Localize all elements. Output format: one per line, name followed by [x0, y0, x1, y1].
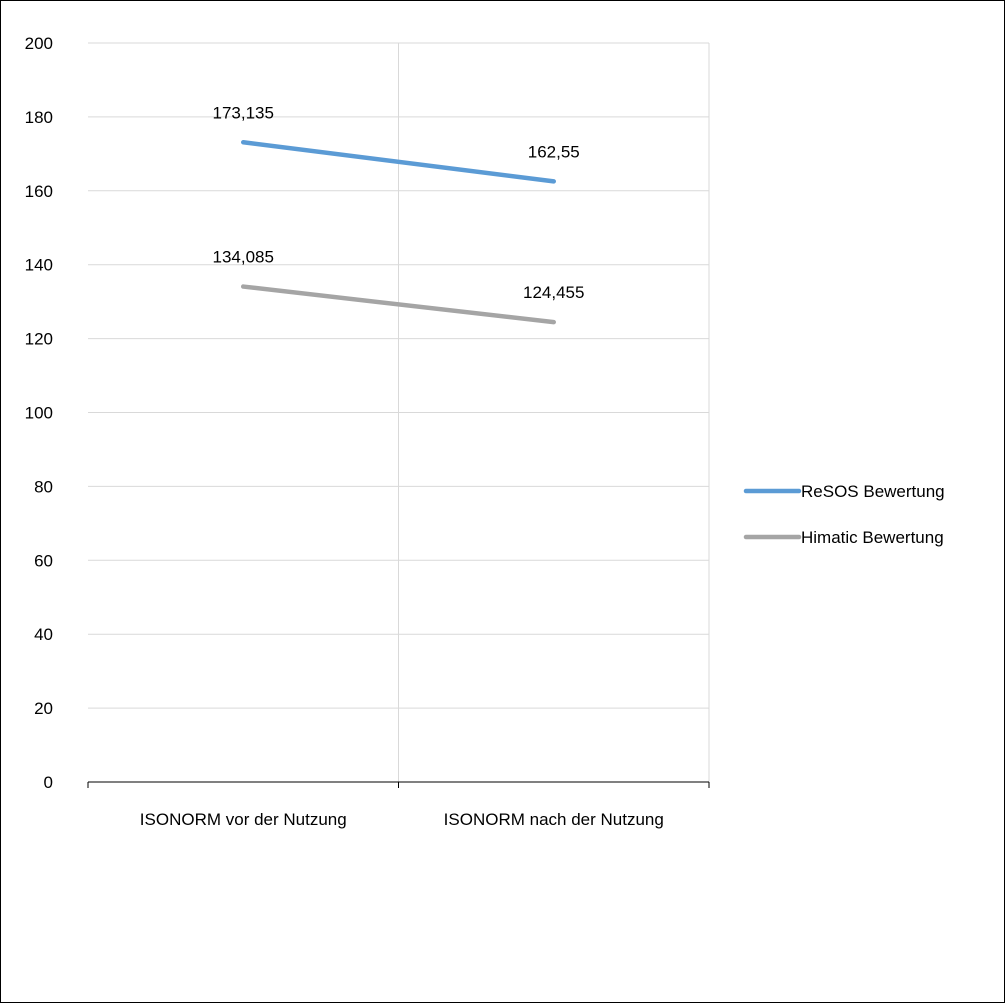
y-tick-label: 0	[44, 773, 53, 792]
data-label: 173,135	[213, 103, 274, 122]
y-tick-label: 60	[34, 551, 53, 570]
y-tick-label: 20	[34, 699, 53, 718]
y-tick-label: 100	[25, 404, 53, 423]
data-label: 134,085	[213, 248, 274, 267]
y-tick-label: 140	[25, 256, 53, 275]
series-line	[241, 284, 556, 325]
y-tick-label: 180	[25, 108, 53, 127]
y-tick-label: 160	[25, 182, 53, 201]
legend-label: ReSOS Bewertung	[801, 482, 945, 501]
legend-label: Himatic Bewertung	[801, 528, 944, 547]
y-tick-label: 200	[25, 34, 53, 53]
y-tick-label: 80	[34, 477, 53, 496]
series-line	[241, 140, 556, 184]
data-label: 124,455	[523, 283, 584, 302]
y-tick-label: 120	[25, 330, 53, 349]
y-tick-label: 40	[34, 625, 53, 644]
x-category-label: ISONORM vor der Nutzung	[140, 810, 347, 829]
x-category-label: ISONORM nach der Nutzung	[444, 810, 664, 829]
data-label: 162,55	[528, 142, 580, 161]
